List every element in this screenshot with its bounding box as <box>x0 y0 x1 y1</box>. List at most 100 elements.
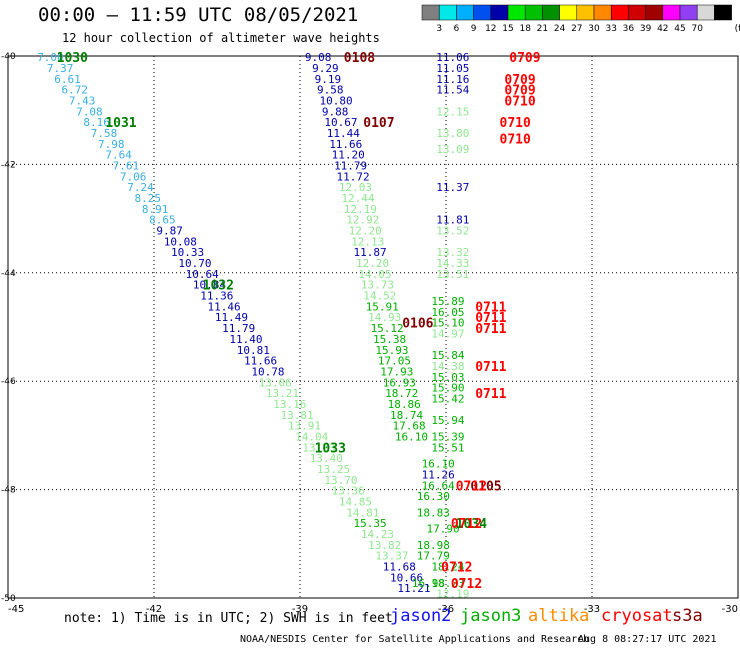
data-point-label: 15.51 <box>431 441 464 454</box>
data-point-label: 13.73 <box>361 279 394 292</box>
data-point-label: 9.19 <box>315 73 342 86</box>
data-point-label: 7.08 <box>76 105 103 118</box>
data-point-label: 9.87 <box>156 225 183 238</box>
x-tick-label: -33 <box>584 604 600 615</box>
data-point-label: 15.93 <box>375 344 408 357</box>
data-point-label: 12.20 <box>356 257 389 270</box>
footer-timestamp: Aug 8 08:27:17 UTC 2021 <box>578 634 717 645</box>
data-point-label: 18.98 <box>417 539 450 552</box>
pass-time-label: 0710 <box>500 116 531 131</box>
data-point-label: 16.10 <box>395 430 428 443</box>
data-point-label: 11.49 <box>215 311 248 324</box>
data-point-label: 7.00 <box>37 51 64 64</box>
data-point-label: 16.30 <box>417 490 450 503</box>
data-point-label: 11.81 <box>436 214 469 227</box>
pass-time-label: 1031 <box>105 116 136 131</box>
pass-time-label: 0107 <box>363 116 394 131</box>
scatter-chart: -45 -42 -39 -36 -33 -30 -50 -48 -46 -44 -42 -40 7.00… <box>1 51 739 615</box>
pass-time-label: 1033 <box>315 441 346 456</box>
data-point-label: 11.44 <box>327 127 360 140</box>
data-point-label: 13.23 <box>302 441 335 454</box>
data-point-label: 11.54 <box>436 84 469 97</box>
colorbar-unit: (ft) <box>735 24 740 34</box>
x-tick-label: -42 <box>146 604 162 615</box>
data-point-label: 13.80 <box>436 127 469 140</box>
data-point-label: 17.68 <box>392 420 425 433</box>
data-point-label: 14.81 <box>346 506 379 519</box>
data-point-label: 7.06 <box>120 170 147 183</box>
data-point-label: 11.79 <box>222 322 255 335</box>
data-point-label: 15.10 <box>431 317 464 330</box>
pass-time-label: 1030 <box>57 51 88 66</box>
x-tick-label: -45 <box>8 604 24 615</box>
data-point-label: 7.58 <box>91 127 118 140</box>
data-point-label: 8.65 <box>149 214 176 227</box>
data-point-label: 15.39 <box>431 430 464 443</box>
data-point-label: 15.35 <box>354 517 387 530</box>
data-point-label: 16.10 <box>422 458 455 471</box>
pass-time-label: 0712 <box>441 561 472 576</box>
y-tick-label: -48 <box>1 486 16 496</box>
data-point-label: 10.66 <box>390 571 423 584</box>
x-tick-label: -36 <box>438 604 454 615</box>
data-point-label: 16.93 <box>383 376 416 389</box>
pass-time-label: 0712 <box>456 479 487 494</box>
pass-time-label: 0710 <box>500 132 531 147</box>
pass-time-label: 1032 <box>203 279 234 294</box>
data-point-label: 7.43 <box>69 94 96 107</box>
plot-frame <box>7 55 739 599</box>
data-point-label: 11.37 <box>436 181 469 194</box>
data-point-label: 14.05 <box>358 268 391 281</box>
data-point-label: 16.64 <box>422 479 455 492</box>
data-point-label: 12.44 <box>341 192 374 205</box>
data-point-label: 7.98 <box>98 138 125 151</box>
data-point-label: 12.15 <box>436 105 469 118</box>
data-point-label: 7.64 <box>105 149 132 162</box>
data-point-label: 13.06 <box>259 376 292 389</box>
data-point-label: 11.36 <box>200 290 233 303</box>
data-point-label: 14.97 <box>431 328 464 341</box>
pass-time-label: 0712 <box>451 517 482 532</box>
colorbar-tick-label: 24 <box>554 24 566 34</box>
data-point-label: 18.74 <box>390 409 423 422</box>
data-point-label: 18.83 <box>417 506 450 519</box>
data-point-label: 12.19 <box>344 203 377 216</box>
colorbar-tick-label: 45 <box>674 24 685 34</box>
pass-time-label: 1034 <box>456 517 487 532</box>
colorbar-tick-label: 21 <box>537 24 548 34</box>
data-point-label: 9.58 <box>317 84 344 97</box>
data-point-label: 13.37 <box>375 550 408 563</box>
data-point-label: 12.20 <box>349 225 382 238</box>
data-point-label: 10.64 <box>186 268 219 281</box>
data-point-label: 17.79 <box>417 550 450 563</box>
data-point-label: 16.98 <box>412 577 445 590</box>
data-point-label: 8.25 <box>135 192 162 205</box>
data-point-label: 10.80 <box>319 94 352 107</box>
pass-time-label: 0108 <box>344 51 375 66</box>
data-point-label: 14.93 <box>368 311 401 324</box>
data-point-label: 8.16 <box>83 116 110 129</box>
pass-time-label: 0711 <box>475 311 506 326</box>
data-point-label: 11.72 <box>337 170 370 183</box>
page-subtitle: 12 hour collection of altimeter wave hei… <box>62 31 380 45</box>
data-point-label: 11.20 <box>332 149 365 162</box>
data-point-label: 11.87 <box>354 246 387 259</box>
data-point-label: 10.33 <box>171 246 204 259</box>
pass-time-label: 0709 <box>504 84 535 99</box>
data-point-label: 18.86 <box>388 398 421 411</box>
data-point-label: 11.05 <box>436 62 469 75</box>
data-point-label: 6.61 <box>54 73 81 86</box>
data-point-label: 13.36 <box>332 485 365 498</box>
data-point-label: 14.52 <box>363 290 396 303</box>
data-point-label: 15.12 <box>371 322 404 335</box>
data-point-label: 14.33 <box>436 257 469 270</box>
x-tick-label: -30 <box>722 604 738 615</box>
data-point-label: 13.82 <box>368 539 401 552</box>
y-tick-label: -40 <box>1 52 16 62</box>
footer-credit: NOAA/NESDIS Center for Satellite Applica… <box>240 634 590 645</box>
y-tick-label: -42 <box>1 160 16 170</box>
data-point-label: 12.03 <box>339 181 372 194</box>
legend-jason2: jason2 <box>390 606 452 626</box>
colorbar-tick-label: 6 <box>454 24 460 34</box>
